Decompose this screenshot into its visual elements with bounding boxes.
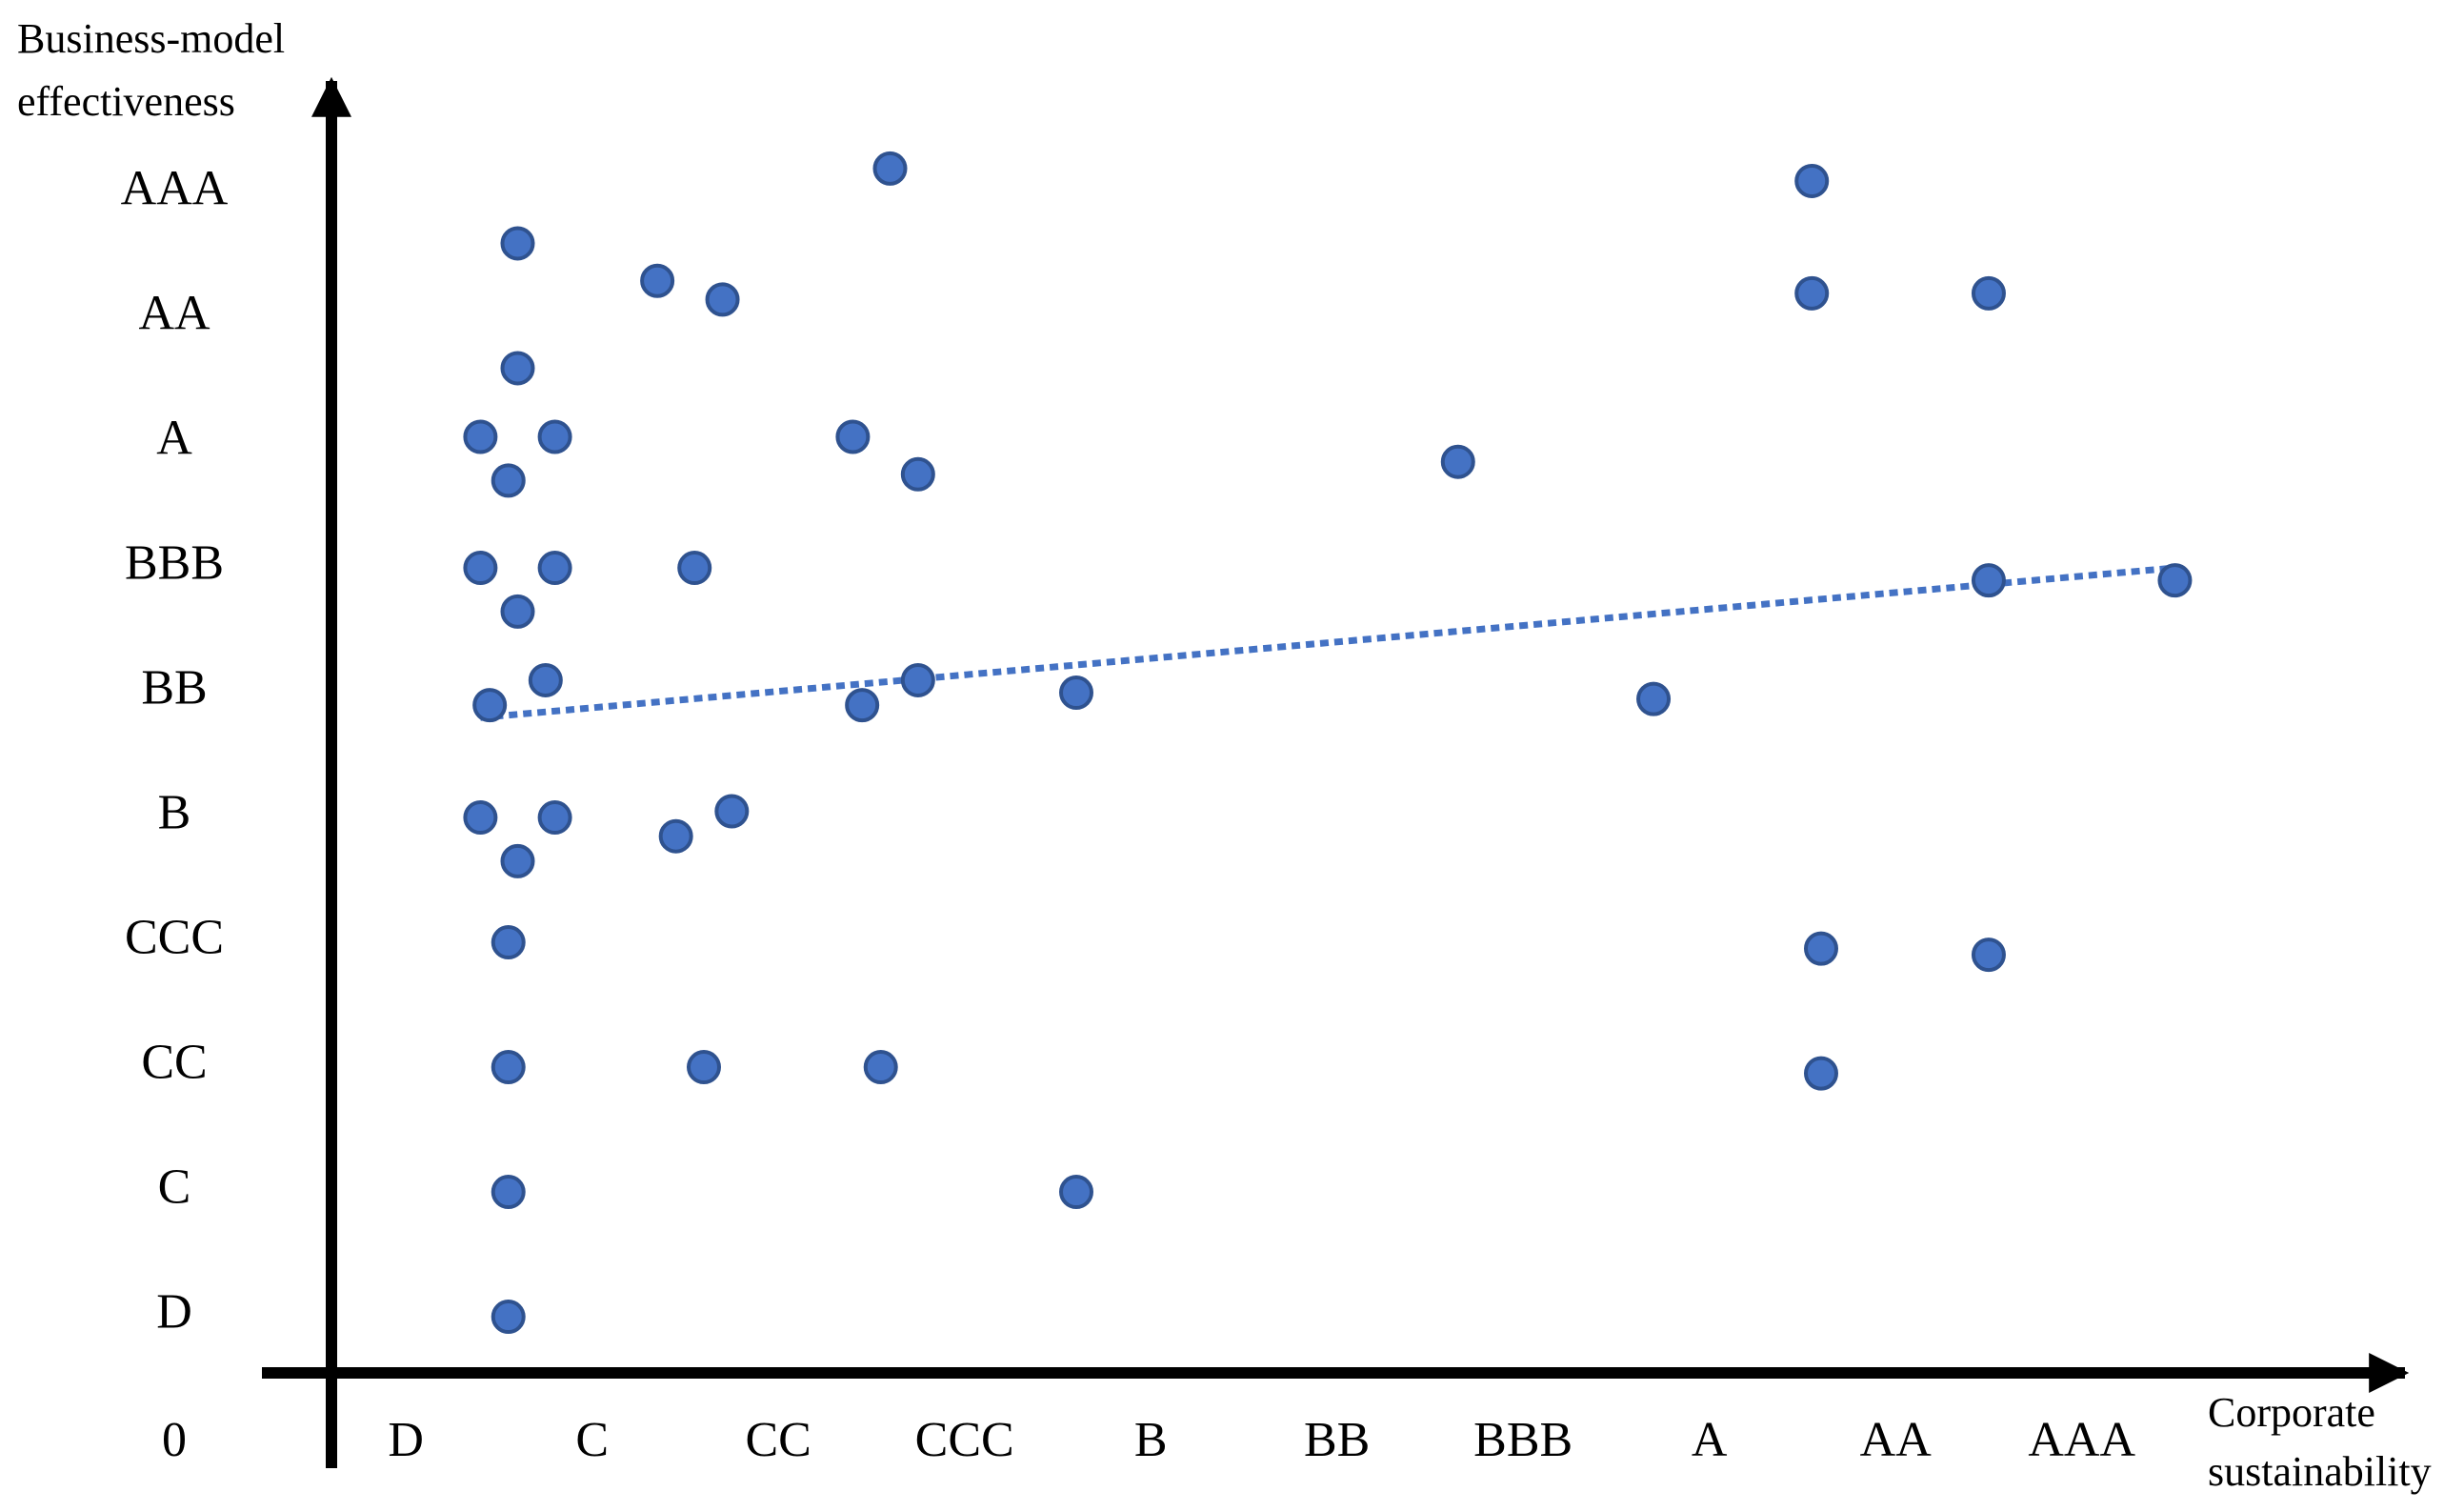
y-axis-title: effectiveness	[17, 78, 235, 125]
data-point	[1636, 681, 1672, 716]
y-tick-label: CCC	[125, 911, 224, 965]
data-point	[2157, 563, 2193, 598]
x-tick-label: D	[388, 1413, 424, 1467]
y-tick-label: C	[158, 1160, 191, 1215]
data-point	[687, 1050, 721, 1085]
y-tick-label: D	[156, 1285, 192, 1340]
y-tick-label: AAA	[121, 162, 229, 216]
x-tick-label: BBB	[1473, 1413, 1573, 1467]
data-point	[1794, 275, 1830, 311]
x-axis-title: sustainability	[2208, 1448, 2432, 1495]
x-tick-label: A	[1692, 1413, 1728, 1467]
data-point	[863, 1050, 898, 1085]
data-point	[537, 551, 572, 586]
data-point	[500, 843, 535, 878]
data-point	[491, 463, 526, 498]
trendline	[480, 564, 2175, 721]
y-tick-label: B	[158, 786, 191, 840]
data-point	[500, 594, 535, 629]
data-point	[900, 662, 935, 697]
x-tick-label: CCC	[915, 1413, 1014, 1467]
data-point	[463, 419, 498, 454]
data-point	[491, 925, 526, 960]
x-tick-label: CC	[746, 1413, 811, 1467]
origin-label: 0	[162, 1413, 187, 1467]
x-tick-label: BB	[1304, 1413, 1370, 1467]
data-point	[491, 1300, 526, 1335]
data-point	[1804, 931, 1838, 966]
x-axis-title: Corporate	[2208, 1389, 2375, 1436]
data-point	[658, 818, 693, 854]
y-tick-label: AA	[138, 287, 210, 341]
data-point	[500, 351, 535, 386]
data-point	[472, 688, 508, 723]
axis-titles-layer: Business-model effectiveness Corporate sust…	[17, 15, 2432, 1495]
y-tick-label: BBB	[125, 536, 224, 591]
data-point	[1804, 1056, 1838, 1091]
data-point	[463, 551, 498, 586]
data-point	[537, 419, 572, 454]
x-tick-label: AAA	[2028, 1413, 2135, 1467]
trendline-layer	[480, 564, 2175, 721]
data-point	[491, 1050, 526, 1085]
data-point	[714, 794, 750, 829]
data-point	[528, 662, 563, 697]
y-tick-label: CC	[141, 1036, 207, 1090]
x-tick-label: C	[575, 1413, 609, 1467]
data-point	[1059, 1175, 1093, 1210]
data-point	[640, 263, 675, 298]
data-point	[500, 226, 535, 261]
points-layer	[463, 151, 2193, 1335]
data-point	[872, 151, 908, 186]
data-point	[1059, 675, 1093, 711]
data-point	[677, 551, 712, 586]
data-point	[491, 1175, 526, 1210]
x-tick-label: B	[1134, 1413, 1168, 1467]
data-point	[1971, 563, 2006, 598]
data-point	[845, 688, 880, 723]
y-axis-title: Business-model	[17, 15, 285, 62]
data-point	[1971, 937, 2006, 973]
data-point	[1971, 275, 2006, 311]
data-point	[705, 282, 740, 317]
data-point	[463, 800, 498, 836]
y-tick-label: A	[156, 412, 192, 466]
data-point	[1440, 444, 1475, 479]
data-point	[900, 456, 935, 492]
data-point	[835, 419, 871, 454]
x-tick-label: AA	[1860, 1413, 1933, 1467]
y-tick-label: BB	[141, 661, 207, 716]
axes-layer	[262, 76, 2410, 1468]
data-point	[1794, 163, 1830, 198]
data-point	[537, 800, 572, 836]
